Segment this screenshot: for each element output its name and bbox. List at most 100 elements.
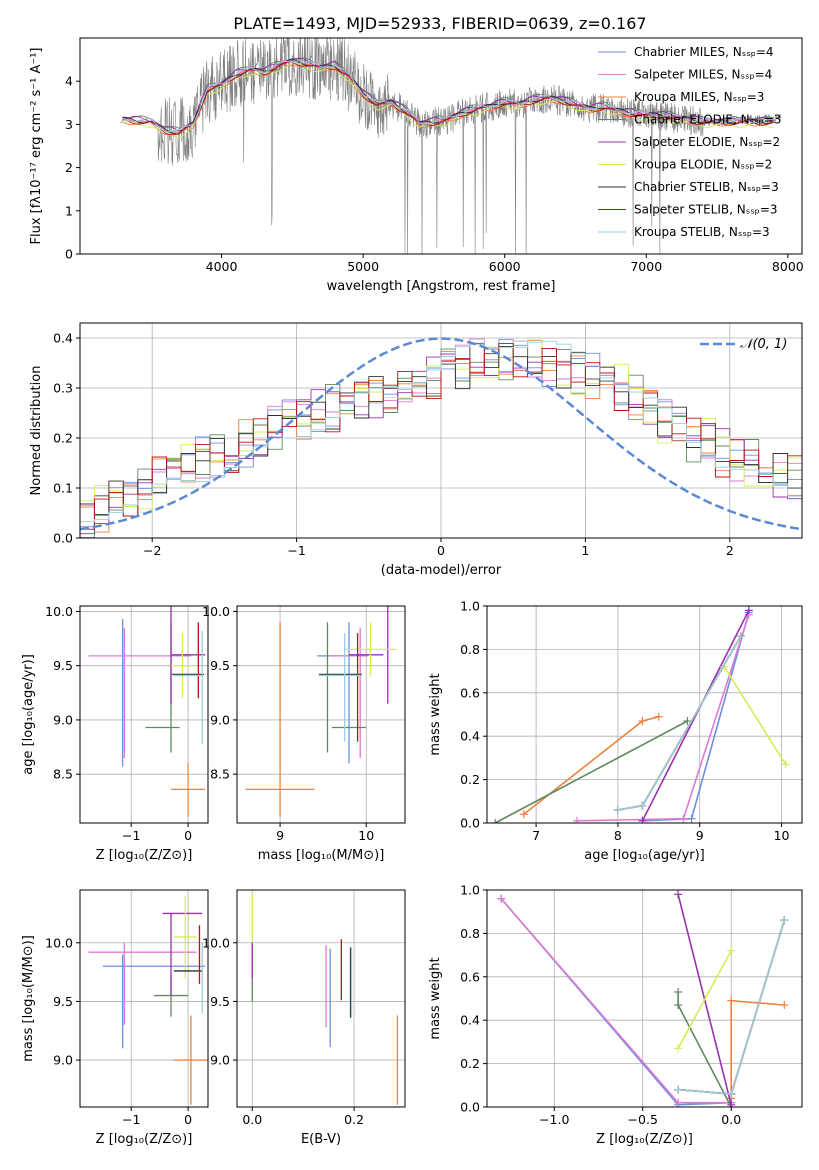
age-vs-mass-marks	[245, 606, 397, 817]
x-tick-label: 0	[437, 543, 445, 558]
legend-entry: Chabrier ELODIE, Nₛₛₚ=3	[634, 113, 781, 127]
residuals-ylabel: Normed distribution	[29, 366, 44, 496]
y-tick-label: 0.6	[460, 685, 480, 700]
age-vs-Z-ylabel: age [log₁₀(age/yr)]	[21, 654, 36, 775]
massweight-vs-Z-panel: −1.0 −0.5 0.0 0.0 0.2 0.4 0.6 0.8 1.0 Z [log₁₀(Z/…	[428, 883, 803, 1147]
massweight-point	[679, 814, 688, 823]
y-tick-label: 0.4	[460, 729, 480, 744]
massweight-line-chabrier-elodie	[494, 720, 688, 823]
x-tick-label: 7	[532, 828, 540, 843]
legend-entry: Kroupa MILES, Nₛₛₚ=3	[634, 90, 764, 104]
y-tick-label: 8.5	[53, 767, 73, 782]
y-tick-label: 9.5	[210, 994, 230, 1009]
x-tick-label: 10	[358, 828, 374, 843]
figure-title: PLATE=1493, MJD=52933, FIBERID=0639, z=0…	[233, 14, 646, 33]
x-tick-label: 7000	[630, 259, 662, 274]
massweight-point	[491, 819, 500, 823]
y-tick-label: 0.3	[53, 381, 73, 396]
massweight-point	[727, 946, 736, 955]
x-tick-label: 0.2	[344, 1112, 364, 1127]
spectrum-panel: 4000 5000 6000 7000 8000 0 1 2 3 4 wavelength [Ang…	[29, 37, 804, 294]
errorbar-kroupa-elodie	[344, 622, 397, 677]
mass-vs-Z-frame	[79, 889, 209, 1108]
mass-vs-ebv-marks	[251, 893, 399, 1105]
y-tick-label: 0.8	[460, 642, 480, 657]
massweight-point	[573, 816, 581, 823]
massweight-point	[687, 814, 696, 823]
massweight-line-kroupa-miles	[523, 715, 660, 815]
x-tick-label: −1	[122, 1112, 140, 1127]
legend-entry: Salpeter STELIB, Nₛₛₚ=3	[634, 203, 778, 217]
mass-vs-ebv-frame	[236, 889, 406, 1108]
y-tick-label: 1	[65, 203, 73, 218]
y-tick-label: 1.0	[460, 883, 480, 898]
y-tick-label: 9.0	[210, 712, 230, 727]
y-tick-label: 8.5	[210, 767, 230, 782]
massweight-point	[674, 1001, 683, 1010]
spectrum-frame	[79, 37, 803, 255]
errorbar-kroupa-miles	[173, 1015, 208, 1105]
massweight-vs-age-frame	[486, 605, 803, 824]
massweight-vs-age-panel: 7 8 9 10 0.0 0.2 0.4 0.6 0.8 1.0 age [log₁₀(age/yr…	[428, 599, 803, 863]
y-tick-label: 9.0	[53, 1053, 73, 1068]
massweight-line-kroupa-elodie	[677, 950, 732, 1049]
y-tick-label: 0.0	[460, 1100, 480, 1115]
y-tick-label: 0.2	[53, 431, 73, 446]
age-vs-mass-xlabel: mass [log₁₀(M/M⊙)]	[258, 848, 385, 863]
legend-entry: 𝒩(0, 1)	[740, 337, 787, 352]
age-vs-Z-marks	[88, 606, 206, 817]
y-tick-label: 10.0	[202, 935, 230, 950]
y-tick-label: 1.0	[460, 599, 480, 614]
mass-vs-Z-ylabel: mass [log₁₀(M/M⊙)]	[21, 935, 36, 1062]
massweight-line-chabrier-miles	[500, 898, 732, 1106]
massweight-point	[674, 987, 683, 996]
massweight-point	[519, 810, 528, 819]
y-tick-label: 9.0	[210, 1053, 230, 1068]
x-tick-label: 8000	[772, 259, 804, 274]
massweight-point	[744, 606, 753, 615]
x-tick-label: 9	[276, 828, 284, 843]
y-tick-label: 9.5	[53, 658, 73, 673]
mass-vs-ebv-panel: 0.0 0.2 9.0 9.5 10.0 E(B-V)	[202, 889, 406, 1147]
x-tick-label: 6000	[489, 259, 521, 274]
massweight-point	[683, 717, 692, 726]
model-line-kroupa-miles	[122, 63, 774, 136]
residuals-panel: −2 −1 0 1 2 0.0 0.1 0.2 0.3 0.4 (data-model)/error…	[29, 322, 803, 578]
massweight-vs-Z-marks	[497, 890, 789, 1107]
y-tick-label: 0.0	[53, 531, 73, 546]
x-tick-label: −0.5	[628, 1112, 658, 1127]
model-line-kroupa-stelib	[122, 61, 774, 133]
y-tick-label: 0.1	[53, 481, 73, 496]
y-tick-label: 0.6	[460, 969, 480, 984]
massweight-point	[781, 760, 790, 769]
massweight-point	[497, 894, 506, 903]
x-tick-label: −1	[122, 828, 140, 843]
age-vs-mass-frame	[236, 605, 406, 824]
spectrum-xlabel: wavelength [Angstrom, rest frame]	[327, 279, 556, 294]
x-tick-label: 8	[614, 828, 622, 843]
massweight-point	[727, 1100, 736, 1107]
massweight-point	[638, 801, 647, 810]
x-tick-label: 0.0	[242, 1112, 262, 1127]
spectrum-marks	[119, 38, 781, 254]
massweight-line-salpeter-elodie	[641, 609, 750, 822]
x-tick-label: −2	[143, 543, 161, 558]
x-tick-label: 4000	[206, 259, 238, 274]
massweight-point	[674, 890, 683, 899]
spectrum-ylabel: Flux [fλ10⁻¹⁷ erg cm⁻² s⁻¹ A⁻¹]	[29, 48, 44, 245]
massweight-point	[727, 996, 736, 1005]
massweight-point	[727, 1089, 736, 1098]
x-tick-label: 0	[184, 828, 192, 843]
y-tick-label: 4	[65, 74, 73, 89]
massweight-line-kroupa-miles	[730, 999, 785, 1099]
mass-vs-Z-xlabel: Z [log₁₀(Z/Z⊙)]	[96, 1132, 193, 1147]
age-vs-Z-panel: −1 0 8.5 9.0 9.5 10.0 Z [log₁₀(Z/Z⊙)] age [log₁…	[21, 604, 209, 863]
errorbar-kroupa-miles	[171, 762, 206, 817]
y-tick-label: 9.5	[210, 658, 230, 673]
model-line-salpeter-stelib	[122, 61, 774, 136]
x-tick-label: 1	[581, 543, 589, 558]
y-tick-label: 0.4	[53, 331, 73, 346]
massweight-line-kroupa-elodie	[723, 666, 787, 765]
age-vs-Z-xlabel: Z [log₁₀(Z/Z⊙)]	[96, 848, 193, 863]
